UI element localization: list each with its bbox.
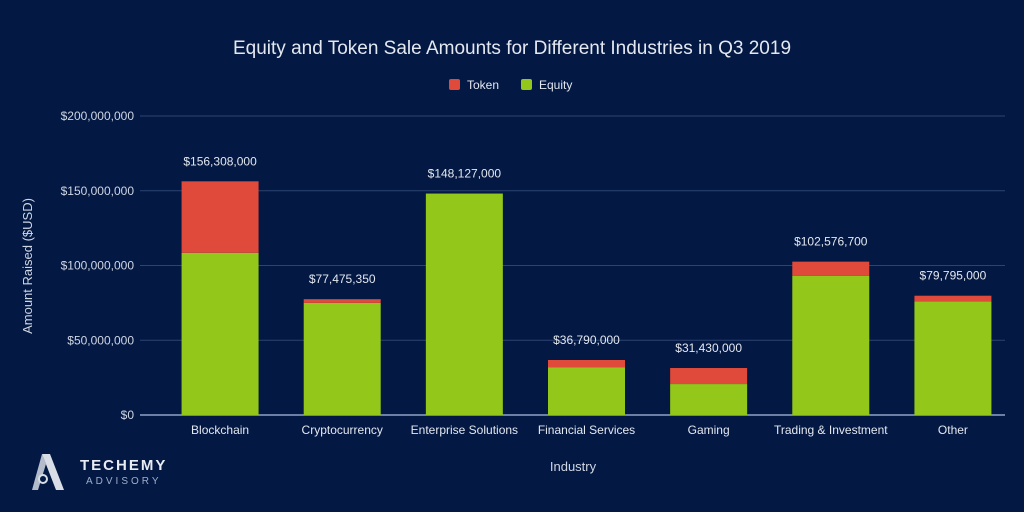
techemy-a-icon bbox=[32, 454, 64, 490]
total-label: $148,127,000 bbox=[428, 167, 502, 181]
bar-equity-1 bbox=[303, 302, 381, 415]
bar-equity-0 bbox=[181, 252, 259, 415]
total-label: $31,430,000 bbox=[675, 341, 742, 355]
data-labels: $156,308,000 $77,475,350 $148,127,000 $36,7… bbox=[183, 154, 986, 355]
bars bbox=[181, 181, 992, 415]
bar-equity-3 bbox=[548, 367, 625, 415]
legend-label-token: Token bbox=[467, 78, 499, 92]
y-axis-title: Amount Raised ($USD) bbox=[20, 198, 35, 334]
y-tick-label: $50,000,000 bbox=[67, 333, 134, 347]
brand-name: TECHEMY bbox=[80, 457, 168, 474]
techemy-logo: TECHEMY ADVISORY bbox=[28, 452, 167, 492]
bar-token-6 bbox=[914, 295, 992, 302]
total-label: $156,308,000 bbox=[183, 154, 257, 168]
y-tick-label: $200,000,000 bbox=[61, 109, 135, 123]
chart-title: Equity and Token Sale Amounts for Differ… bbox=[233, 38, 791, 59]
total-label: $79,795,000 bbox=[920, 269, 987, 283]
bar-equity-4 bbox=[670, 384, 748, 415]
y-tick-label: $150,000,000 bbox=[61, 184, 135, 198]
legend-swatch-equity bbox=[521, 79, 532, 90]
total-label: $102,576,700 bbox=[794, 235, 868, 249]
category-label: Cryptocurrency bbox=[302, 423, 383, 437]
category-label: Gaming bbox=[688, 423, 730, 437]
bar-equity-2 bbox=[425, 193, 503, 415]
category-label: Enterprise Solutions bbox=[411, 423, 518, 437]
total-label: $77,475,350 bbox=[309, 272, 376, 286]
category-label: Financial Services bbox=[538, 423, 635, 437]
total-label: $36,790,000 bbox=[553, 333, 620, 347]
category-label: Other bbox=[938, 423, 968, 437]
bar-token-3 bbox=[548, 359, 625, 368]
y-tick-label: $100,000,000 bbox=[61, 259, 135, 273]
bar-token-1 bbox=[303, 299, 381, 303]
bar-token-4 bbox=[670, 368, 748, 385]
y-tick-label: $0 bbox=[121, 408, 135, 422]
bar-equity-5 bbox=[792, 275, 870, 415]
brand-subtitle: ADVISORY bbox=[86, 476, 162, 487]
legend-swatch-token bbox=[449, 79, 460, 90]
x-axis-title: Industry bbox=[550, 459, 597, 474]
category-label: Trading & Investment bbox=[774, 423, 888, 437]
bar-token-5 bbox=[792, 261, 870, 276]
y-axis: $0 $50,000,000 $100,000,000 $150,000,000 $20… bbox=[61, 109, 135, 422]
legend: Token Equity bbox=[449, 78, 572, 92]
category-label: Blockchain bbox=[191, 423, 249, 437]
legend-label-equity: Equity bbox=[539, 78, 572, 92]
x-axis: Blockchain Cryptocurrency Enterprise Solut… bbox=[191, 423, 968, 437]
bar-equity-6 bbox=[914, 301, 992, 415]
bar-token-0 bbox=[181, 181, 259, 253]
